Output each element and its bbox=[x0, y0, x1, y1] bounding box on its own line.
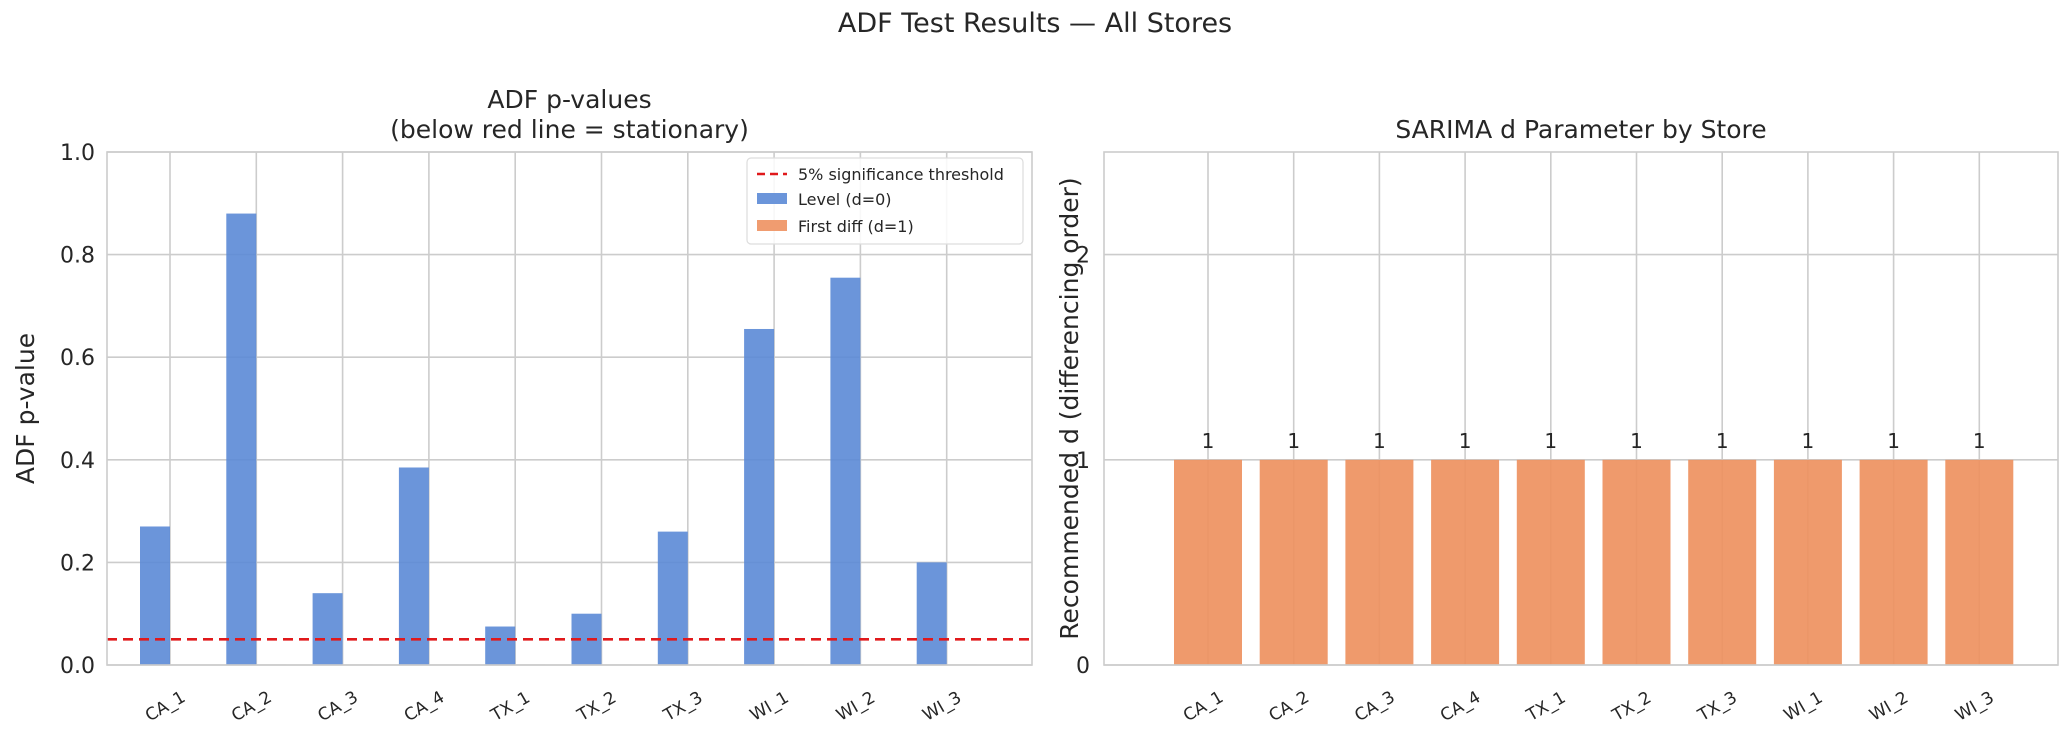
right-xtick-label: CA_4 bbox=[1437, 687, 1484, 726]
right-xtick-label: CA_1 bbox=[1180, 687, 1227, 726]
legend-threshold-label: 5% significance threshold bbox=[798, 165, 1004, 184]
right-xtick-label: TX_3 bbox=[1694, 688, 1741, 727]
left-xtick-label: TX_2 bbox=[573, 688, 620, 727]
right-ylabel: Recommended d (differencing order) bbox=[1055, 177, 1084, 639]
right-bar-label: 1 bbox=[1802, 429, 1815, 453]
right-bar-label: 1 bbox=[1544, 429, 1557, 453]
right-ytick-label: 2 bbox=[1076, 244, 1090, 269]
left-ytick-label: 0.2 bbox=[60, 551, 95, 576]
right-bar bbox=[1431, 459, 1500, 665]
right-bar-label: 1 bbox=[1373, 429, 1386, 453]
left-xtick-label: CA_3 bbox=[315, 687, 362, 726]
right-bar-label: 1 bbox=[1973, 429, 1986, 453]
right-bar bbox=[1859, 459, 1928, 665]
left-title-line2: (below red line = stationary) bbox=[390, 115, 749, 144]
left-axes-frame bbox=[106, 151, 1033, 666]
left-bar-level bbox=[916, 562, 947, 665]
right-xtick-label: WI_1 bbox=[1781, 688, 1827, 726]
left-bar-level bbox=[226, 213, 257, 665]
left-title-line1: ADF p-values bbox=[487, 85, 651, 114]
right-axes-frame bbox=[1103, 151, 2059, 666]
sarima-d-chart: 0 1 2 CA_1 CA_2 CA_3 CA_4 TX_1 TX_2 TX_3 WI_1 WI_2 W… bbox=[1055, 115, 2059, 727]
right-bar bbox=[1688, 459, 1757, 665]
right-xtick-label: CA_3 bbox=[1351, 687, 1398, 726]
legend-diff-swatch bbox=[757, 220, 787, 231]
right-bar bbox=[1174, 459, 1242, 665]
right-ytick-label: 0 bbox=[1076, 654, 1090, 679]
right-xtick-label: TX_2 bbox=[1608, 688, 1655, 727]
right-xtick-label: TX_1 bbox=[1523, 688, 1570, 727]
left-bar-level bbox=[140, 526, 170, 665]
legend-diff-label: First diff (d=1) bbox=[798, 217, 914, 236]
left-bar-level bbox=[312, 593, 343, 665]
left-ytick-label: 0.0 bbox=[60, 654, 95, 679]
right-bar bbox=[1259, 459, 1328, 665]
right-bar-label: 1 bbox=[1202, 429, 1215, 453]
figure-suptitle: ADF Test Results — All Stores bbox=[837, 8, 1233, 39]
right-bar-label: 1 bbox=[1459, 429, 1472, 453]
left-xtick-label: WI_2 bbox=[833, 688, 879, 726]
right-ytick-label: 1 bbox=[1076, 449, 1090, 474]
right-xtick-label: WI_2 bbox=[1866, 688, 1912, 726]
left-bar-level bbox=[744, 328, 775, 665]
right-bar bbox=[1602, 459, 1671, 665]
right-bar bbox=[1773, 459, 1842, 665]
left-ytick-label: 0.6 bbox=[60, 346, 95, 371]
right-title: SARIMA d Parameter by Store bbox=[1395, 115, 1766, 144]
right-bar-label: 1 bbox=[1287, 429, 1300, 453]
legend-level-swatch bbox=[757, 193, 787, 204]
left-ylabel: ADF p-value bbox=[11, 333, 40, 484]
left-xtick-label: CA_1 bbox=[142, 687, 189, 726]
left-legend: 5% significance threshold Level (d=0) Firs… bbox=[746, 157, 1024, 245]
left-xtick-label: TX_3 bbox=[660, 688, 707, 727]
right-xtick-label: CA_2 bbox=[1266, 687, 1313, 726]
left-bar-level bbox=[485, 626, 516, 665]
left-xtick-label: CA_4 bbox=[401, 687, 448, 726]
left-ytick-label: 0.4 bbox=[60, 449, 95, 474]
legend-level-label: Level (d=0) bbox=[798, 190, 892, 209]
left-ytick-label: 0.8 bbox=[60, 244, 95, 269]
legend-frame bbox=[746, 157, 1024, 245]
left-xtick-label: CA_2 bbox=[228, 687, 275, 726]
left-xtick-label: WI_3 bbox=[919, 688, 965, 726]
left-xtick-label: WI_1 bbox=[747, 688, 793, 726]
right-bar bbox=[1516, 459, 1585, 665]
adf-pvalue-chart: 0.0 0.2 0.4 0.6 0.8 1.0 CA_1 CA_2 CA_3 CA_4 TX_1 TX… bbox=[11, 85, 1033, 727]
left-bar-level bbox=[830, 277, 861, 665]
left-bar-level bbox=[657, 531, 688, 665]
right-bar-label: 1 bbox=[1887, 429, 1900, 453]
left-ytick-label: 1.0 bbox=[60, 141, 95, 166]
left-bar-level bbox=[398, 467, 429, 665]
right-xtick-label: WI_3 bbox=[1952, 688, 1998, 726]
right-bar-label: 1 bbox=[1630, 429, 1643, 453]
left-xtick-label: TX_1 bbox=[487, 688, 534, 727]
right-bar bbox=[1945, 459, 2014, 665]
right-bar bbox=[1345, 459, 1414, 665]
right-bar-label: 1 bbox=[1716, 429, 1729, 453]
